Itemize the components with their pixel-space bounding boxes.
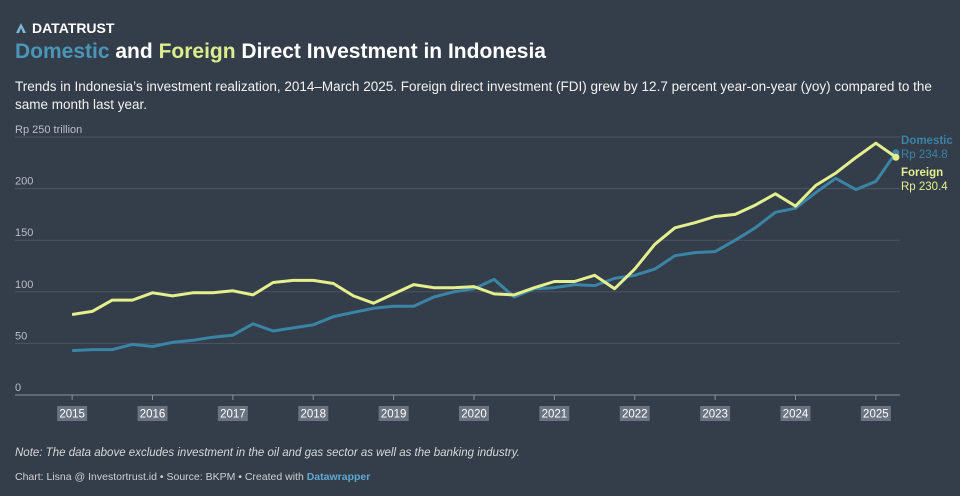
y-tick-label: Rp 250 trillion bbox=[15, 124, 82, 136]
x-tick-bg bbox=[298, 406, 329, 421]
legend-name: Foreign bbox=[901, 167, 943, 179]
note: Note: The data above excludes investment… bbox=[15, 447, 520, 459]
series-line bbox=[71, 141, 897, 316]
x-tick-label: 2023 bbox=[702, 409, 728, 421]
x-tick-bg bbox=[57, 406, 88, 421]
x-tick-bg bbox=[539, 406, 570, 421]
credit-text: Chart: Lisna @ Investortrust.id • Source… bbox=[15, 471, 304, 483]
y-tick-label: 200 bbox=[15, 176, 33, 188]
x-tick-label: 2017 bbox=[220, 409, 246, 421]
y-tick-label: 150 bbox=[15, 227, 33, 239]
logo-icon bbox=[16, 23, 26, 33]
x-tick-bg bbox=[217, 406, 248, 421]
credit-tool[interactable]: Datawrapper bbox=[306, 471, 371, 483]
title-domestic: Domestic bbox=[15, 40, 110, 63]
chart-title: Domestic and Foreign Direct Investment i… bbox=[15, 40, 546, 64]
x-tick-label: 2019 bbox=[381, 409, 407, 421]
title-and: and bbox=[115, 40, 153, 63]
x-tick-bg bbox=[459, 406, 489, 421]
x-tick-bg bbox=[378, 406, 409, 421]
x-tick-label: 2020 bbox=[461, 409, 487, 421]
y-tick-label: 0 bbox=[15, 382, 21, 394]
x-tick-label: 2021 bbox=[542, 409, 568, 421]
brand: DATATRUST bbox=[15, 20, 114, 36]
x-tick-bg bbox=[700, 406, 731, 421]
x-tick-bg bbox=[619, 406, 650, 421]
legend-name: Domestic bbox=[901, 135, 953, 147]
chart: 0 50 100 150 200 Rp 250 trillion 2015 2016 2017 2… bbox=[15, 124, 953, 421]
end-value-label: Rp 234.8 bbox=[901, 149, 948, 161]
x-tick-label: 2025 bbox=[863, 409, 889, 421]
x-tick-label: 2015 bbox=[59, 409, 85, 421]
x-tick-label: 2024 bbox=[783, 409, 809, 421]
x-tick-label: 2018 bbox=[300, 409, 326, 421]
x-tick-label: 2016 bbox=[140, 409, 166, 421]
x-tick-bg bbox=[780, 406, 811, 421]
y-tick-label: 50 bbox=[15, 330, 27, 342]
y-tick-label: 100 bbox=[15, 279, 33, 291]
credit: Chart: Lisna @ Investortrust.id • Source… bbox=[15, 471, 370, 483]
end-value-label: Rp 230.4 bbox=[901, 181, 948, 193]
x-tick-bg bbox=[860, 406, 891, 421]
subtitle: Trends in Indonesia’s investment realiza… bbox=[15, 79, 932, 112]
end-point bbox=[892, 153, 900, 161]
series-line bbox=[72, 151, 898, 353]
title-foreign: Foreign bbox=[158, 40, 236, 63]
brand-name: DATATRUST bbox=[32, 20, 115, 36]
x-tick-bg bbox=[137, 406, 168, 421]
x-tick-label: 2022 bbox=[622, 409, 648, 421]
title-rest: Direct Investment in Indonesia bbox=[241, 40, 546, 63]
